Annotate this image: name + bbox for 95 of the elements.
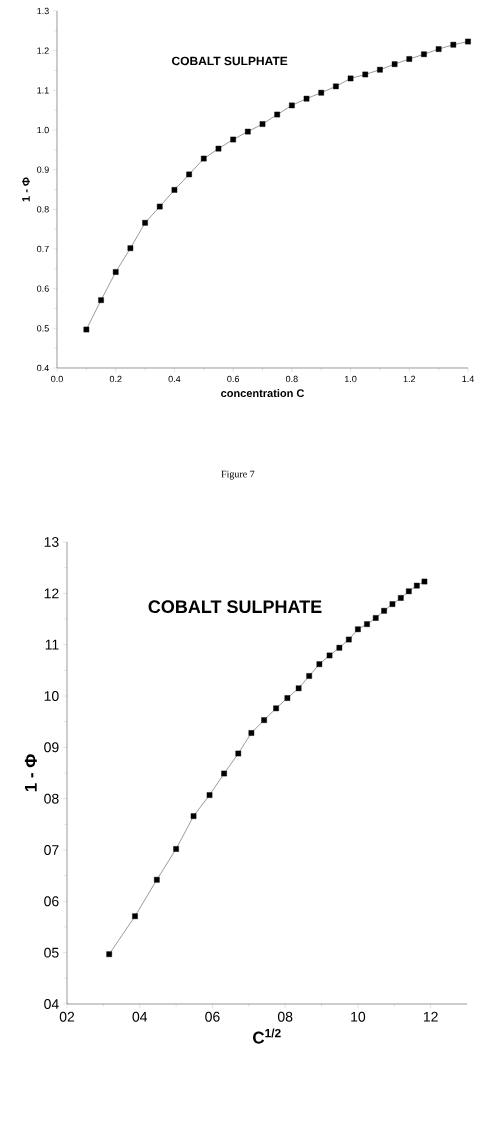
point <box>98 297 104 303</box>
point <box>274 111 280 118</box>
y-tick-label: 1.0 <box>37 126 49 134</box>
y-tick-label: 13 <box>44 537 59 547</box>
point <box>132 913 138 920</box>
annotation: COBALT SULPHATE <box>148 600 322 614</box>
y-tick-label: 0.5 <box>37 325 49 332</box>
y-tick-label: 0.9 <box>37 166 49 173</box>
point <box>347 75 354 82</box>
point <box>154 876 160 883</box>
x-axis-title: concentration C <box>221 389 305 398</box>
x-tick-label: 04 <box>132 1011 148 1022</box>
x-tick-label: 1.0 <box>345 375 357 383</box>
y-tick-label: 06 <box>44 896 59 907</box>
point <box>156 203 163 210</box>
x-axis-title: C$^{1/2}$ <box>253 1028 281 1044</box>
point <box>377 66 383 73</box>
point <box>248 730 255 736</box>
point <box>381 607 387 614</box>
y-tick-label: 0.6 <box>37 285 49 292</box>
y-tick-label: 1.2 <box>37 47 49 54</box>
x-tick-label: 1.4 <box>462 375 474 382</box>
point <box>372 615 379 621</box>
point <box>259 121 266 127</box>
point <box>112 269 119 275</box>
point <box>245 128 251 135</box>
x-tick-label: 0.6 <box>227 375 239 383</box>
point <box>186 171 192 178</box>
point <box>421 51 427 58</box>
x-tick-label: 06 <box>205 1011 220 1022</box>
y-tick-label: 07 <box>44 845 59 855</box>
x-tick-label: 02 <box>59 1011 75 1022</box>
point <box>295 685 302 692</box>
y-tick-label: 0.4 <box>37 364 49 372</box>
point <box>435 46 442 52</box>
point <box>200 155 207 162</box>
point <box>83 326 90 333</box>
y-tick-label: 12 <box>44 588 59 599</box>
x-tick-label: 0.8 <box>285 375 298 383</box>
y-tick-label: 0.8 <box>37 206 49 213</box>
point <box>346 636 352 643</box>
point <box>355 626 361 633</box>
point <box>364 621 370 627</box>
point <box>421 578 428 585</box>
x-tick-label: 08 <box>277 1011 293 1022</box>
point <box>190 813 197 819</box>
annotation: COBALT SULPHATE <box>172 56 288 66</box>
y-tick-label: 11 <box>45 639 59 650</box>
point <box>316 661 323 667</box>
point <box>284 695 291 701</box>
y-tick-label: 05 <box>44 947 59 958</box>
point <box>326 652 333 659</box>
point <box>406 588 412 595</box>
x-tick-label: 12 <box>423 1011 438 1022</box>
x-tick-label: 0.0 <box>51 375 63 383</box>
point <box>406 56 413 62</box>
point <box>171 187 178 193</box>
y-axis-title: 1 - Φ <box>22 177 30 202</box>
point <box>127 245 134 252</box>
x-tick-label: 1.2 <box>403 375 416 383</box>
point <box>289 102 295 109</box>
y-tick-label: 1.1 <box>37 87 49 94</box>
y-tick-label: 04 <box>44 999 59 1009</box>
point <box>235 750 242 757</box>
point <box>450 41 457 48</box>
x-tick-label: 10 <box>351 1011 366 1022</box>
point <box>333 83 339 90</box>
point <box>221 770 227 777</box>
x-tick-label: 0.4 <box>168 375 181 383</box>
point <box>230 136 236 143</box>
point <box>336 644 343 651</box>
point <box>318 89 325 96</box>
x-tick-label: 0.2 <box>109 375 122 383</box>
point <box>173 846 179 852</box>
point <box>465 38 471 45</box>
point <box>306 673 312 679</box>
point <box>206 792 213 798</box>
point <box>303 95 310 102</box>
y-tick-label: 09 <box>44 742 59 753</box>
point <box>261 717 267 723</box>
caption: Figure 7 <box>221 470 255 480</box>
y-tick-label: 0.7 <box>37 245 49 253</box>
point <box>391 61 398 67</box>
point <box>414 582 420 589</box>
point <box>398 595 404 601</box>
y-axis-title: 1 - Φ <box>24 754 37 792</box>
y-tick-label: 1.3 <box>37 7 49 15</box>
point <box>142 220 148 226</box>
point <box>273 705 279 712</box>
point <box>215 145 222 152</box>
y-tick-label: 08 <box>44 793 59 804</box>
y-tick-label: 10 <box>44 691 59 701</box>
point <box>106 951 112 957</box>
point <box>362 71 369 78</box>
point <box>389 601 396 607</box>
